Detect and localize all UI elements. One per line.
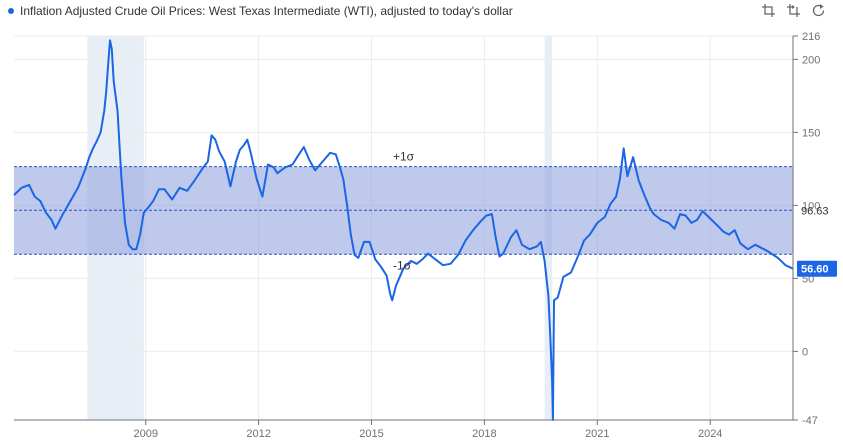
- axes: 2009 2012 2015 2018 2021 2024-470501001502002…: [14, 31, 820, 440]
- x-tick-label: 2018: [472, 428, 496, 440]
- y-tick-label: 100: [802, 200, 820, 212]
- plus-sigma-label: +1σ: [393, 150, 415, 164]
- sigma-band: [14, 166, 793, 255]
- price-line: [13, 39, 794, 421]
- chart-title-row: Inflation Adjusted Crude Oil Prices: Wes…: [8, 3, 513, 19]
- x-tick-label: 2024: [698, 428, 722, 440]
- zoom-reset-icon[interactable]: [785, 2, 802, 19]
- price-series: [13, 39, 794, 421]
- zoom-select-icon[interactable]: [760, 2, 777, 19]
- x-tick-label: 2021: [585, 428, 609, 440]
- y-tick-label: 216: [802, 31, 820, 43]
- x-tick-label: 2015: [359, 428, 383, 440]
- last-value-label: 56.60: [801, 264, 829, 276]
- chart-toolbar: [760, 2, 827, 19]
- y-tick-label: -47: [802, 415, 818, 427]
- sigma-band-fill: [14, 166, 793, 255]
- x-tick-label: 2009: [133, 428, 157, 440]
- minus-sigma-label: -1σ: [393, 258, 412, 272]
- mean-value-label: 96.63: [801, 205, 829, 217]
- x-tick-label: 2012: [246, 428, 270, 440]
- y-tick-label: 200: [802, 54, 820, 66]
- y-tick-label: 150: [802, 127, 820, 139]
- series-dot-icon: [8, 8, 14, 14]
- chart-title: Inflation Adjusted Crude Oil Prices: Wes…: [20, 4, 513, 18]
- restore-icon[interactable]: [810, 2, 827, 19]
- chart-labels: +1σ -1σ 96.63 56.60: [393, 150, 837, 277]
- y-tick-label: 0: [802, 346, 808, 358]
- last-value-badge: [797, 260, 837, 277]
